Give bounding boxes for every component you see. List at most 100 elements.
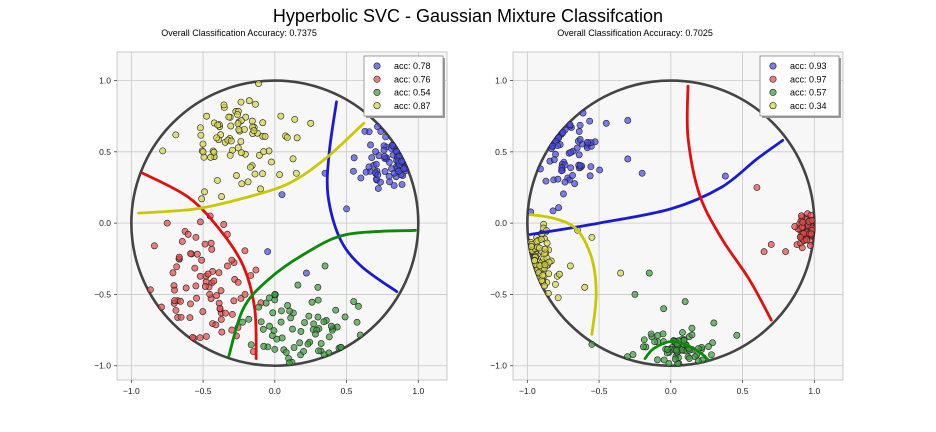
data-point-class-3 bbox=[528, 243, 535, 250]
data-point-class-0 bbox=[377, 178, 384, 186]
data-point-class-3 bbox=[545, 270, 553, 278]
data-point-class-0 bbox=[549, 207, 557, 215]
data-point-class-1 bbox=[158, 303, 165, 311]
data-point-class-2 bbox=[645, 269, 653, 277]
x-tick-label: 0.0 bbox=[665, 386, 677, 396]
data-point-class-1 bbox=[218, 328, 226, 336]
data-point-class-2 bbox=[708, 351, 715, 359]
data-point-class-0 bbox=[537, 165, 544, 173]
data-point-class-2 bbox=[314, 283, 322, 291]
data-point-class-0 bbox=[372, 160, 380, 168]
legend-marker-class-1 bbox=[373, 75, 381, 83]
data-point-class-2 bbox=[300, 347, 307, 355]
data-point-class-0 bbox=[542, 177, 550, 185]
data-point-class-0 bbox=[560, 190, 567, 198]
data-point-class-0 bbox=[365, 163, 373, 171]
data-point-class-1 bbox=[797, 233, 804, 241]
data-point-class-3 bbox=[292, 169, 300, 177]
data-point-class-1 bbox=[196, 272, 204, 280]
data-point-class-1 bbox=[216, 305, 224, 312]
data-point-class-3 bbox=[276, 171, 283, 179]
data-point-class-1 bbox=[192, 282, 200, 290]
data-point-class-2 bbox=[355, 302, 362, 310]
data-point-class-1 bbox=[173, 263, 181, 271]
data-point-class-3 bbox=[238, 180, 246, 188]
data-point-class-3 bbox=[237, 98, 245, 106]
data-point-class-0 bbox=[350, 154, 358, 162]
y-tick-label: −1.0 bbox=[490, 361, 507, 371]
data-point-class-0 bbox=[302, 269, 310, 277]
y-tick-label: 0.0 bbox=[495, 218, 507, 228]
data-point-class-2 bbox=[259, 325, 267, 333]
legend-label: acc: 0.54 bbox=[394, 88, 431, 98]
data-point-class-0 bbox=[584, 138, 591, 146]
data-point-class-3 bbox=[554, 294, 562, 302]
data-point-class-3 bbox=[268, 158, 275, 166]
decision-boundary-class-2 bbox=[643, 340, 710, 362]
decision-boundary-class-1 bbox=[141, 171, 258, 360]
data-point-class-2 bbox=[350, 298, 358, 305]
legend-marker-class-3 bbox=[373, 102, 381, 110]
data-point-class-0 bbox=[586, 117, 594, 125]
legend-label: acc: 0.97 bbox=[790, 74, 827, 84]
axes-frame bbox=[512, 51, 844, 381]
data-point-class-1 bbox=[187, 250, 194, 258]
data-point-class-0 bbox=[586, 172, 594, 180]
data-point-class-0 bbox=[389, 142, 396, 149]
data-point-class-0 bbox=[624, 117, 632, 124]
data-point-class-1 bbox=[807, 230, 815, 238]
chart-panel-2: −1.0 −0.5 0.0 0.5 1.0 −1.0 −0.5 0.0 0.5 1.0 Overal… bbox=[490, 28, 844, 396]
data-point-class-0 bbox=[602, 119, 610, 127]
data-point-class-2 bbox=[654, 356, 661, 364]
data-point-class-0 bbox=[571, 180, 579, 188]
data-point-class-2 bbox=[660, 356, 668, 364]
decision-boundary-class-0 bbox=[528, 139, 785, 236]
data-point-class-2 bbox=[671, 355, 679, 363]
decision-boundary-class-2 bbox=[227, 228, 417, 358]
data-point-class-2 bbox=[660, 305, 668, 313]
data-point-class-0 bbox=[554, 175, 562, 183]
data-point-class-0 bbox=[398, 181, 406, 188]
data-point-class-2 bbox=[266, 322, 273, 330]
legend-label: acc: 0.57 bbox=[790, 88, 827, 98]
data-point-class-3 bbox=[198, 195, 206, 203]
x-tick-label: −0.5 bbox=[195, 386, 212, 396]
data-point-class-3 bbox=[261, 133, 269, 140]
data-point-class-1 bbox=[799, 218, 807, 226]
data-point-class-1 bbox=[182, 284, 190, 292]
data-point-class-1 bbox=[193, 250, 201, 258]
data-point-class-2 bbox=[320, 318, 328, 326]
data-point-class-2 bbox=[257, 318, 265, 326]
data-point-class-2 bbox=[290, 344, 298, 351]
data-point-class-1 bbox=[196, 334, 204, 342]
data-point-class-2 bbox=[239, 318, 246, 326]
data-point-class-1 bbox=[228, 256, 236, 264]
data-point-class-3 bbox=[250, 127, 258, 135]
data-point-class-3 bbox=[203, 112, 211, 120]
data-point-class-3 bbox=[541, 245, 549, 253]
y-tick-label: 0.5 bbox=[495, 147, 507, 157]
data-point-class-3 bbox=[234, 144, 242, 152]
data-point-class-3 bbox=[210, 148, 218, 156]
data-point-class-2 bbox=[317, 340, 325, 347]
data-point-class-0 bbox=[374, 171, 382, 179]
data-point-class-2 bbox=[353, 318, 361, 326]
data-point-class-1 bbox=[177, 313, 185, 321]
legend-label: acc: 0.34 bbox=[790, 101, 827, 111]
data-point-class-3 bbox=[255, 80, 262, 87]
data-point-class-0 bbox=[721, 172, 729, 180]
data-point-class-1 bbox=[760, 248, 768, 256]
data-point-class-2 bbox=[289, 325, 296, 333]
data-point-class-3 bbox=[237, 138, 245, 145]
data-point-class-1 bbox=[220, 221, 228, 228]
data-point-class-0 bbox=[368, 154, 376, 162]
data-point-class-3 bbox=[214, 121, 222, 129]
data-point-class-3 bbox=[218, 193, 225, 200]
data-point-class-3 bbox=[581, 283, 589, 291]
data-point-class-0 bbox=[395, 167, 402, 175]
data-point-class-2 bbox=[312, 330, 319, 338]
data-point-class-0 bbox=[357, 174, 365, 182]
data-point-class-3 bbox=[225, 113, 233, 121]
data-point-class-2 bbox=[694, 357, 702, 365]
data-point-class-3 bbox=[159, 147, 167, 155]
